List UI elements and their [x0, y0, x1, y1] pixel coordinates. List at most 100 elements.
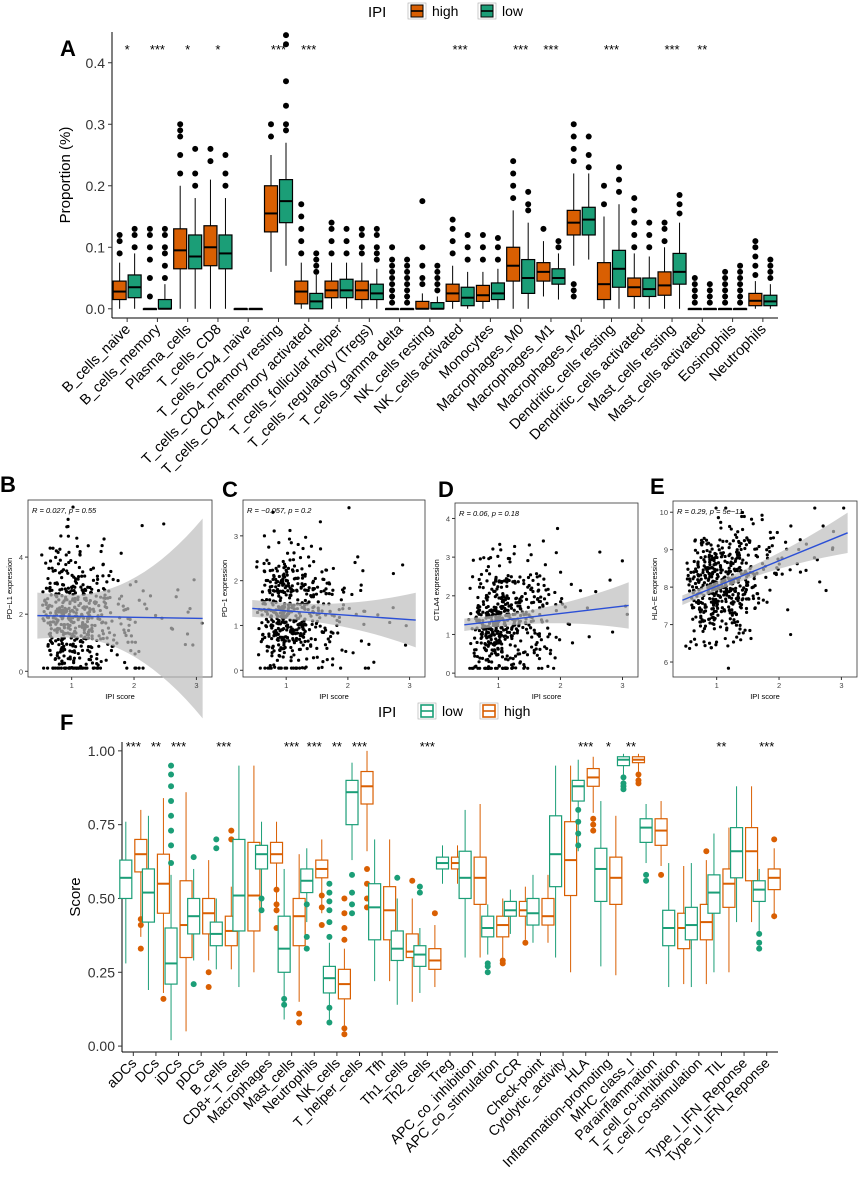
data-point	[473, 648, 477, 652]
box-high	[428, 948, 442, 970]
data-point	[111, 577, 115, 582]
outlier-high	[177, 170, 184, 177]
data-point	[526, 585, 530, 589]
data-point	[494, 608, 498, 612]
data-point	[78, 553, 82, 557]
data-point	[688, 646, 692, 651]
outlier-low	[222, 182, 229, 189]
data-point	[294, 636, 299, 641]
data-point	[310, 622, 314, 627]
data-point	[726, 644, 730, 648]
data-point	[480, 656, 485, 660]
data-point	[57, 662, 61, 666]
data-point	[66, 657, 70, 661]
data-point	[754, 553, 758, 558]
data-point	[55, 653, 59, 658]
data-point	[58, 558, 62, 562]
data-point	[81, 589, 85, 594]
data-point	[770, 544, 774, 548]
data-point	[81, 583, 85, 587]
data-point	[83, 574, 87, 578]
data-point	[67, 550, 71, 555]
data-point	[788, 568, 792, 572]
data-point	[765, 600, 769, 604]
outlier-high	[389, 275, 396, 282]
data-point	[391, 571, 395, 576]
data-point	[267, 645, 271, 649]
data-point	[80, 648, 85, 653]
data-point	[277, 574, 281, 579]
outlier-low	[404, 262, 411, 269]
data-point	[506, 608, 510, 612]
box-high	[767, 868, 781, 891]
data-point	[490, 652, 494, 656]
outlier-low	[737, 281, 744, 288]
data-point	[66, 524, 70, 529]
data-point	[485, 630, 489, 634]
data-point	[728, 542, 732, 546]
data-point	[713, 616, 717, 621]
outlier-low	[168, 798, 175, 805]
data-point	[522, 663, 526, 667]
data-point	[297, 647, 302, 652]
significance-mark: ***	[284, 739, 299, 754]
data-point	[783, 540, 788, 544]
data-point	[746, 597, 750, 601]
data-point	[740, 514, 744, 519]
data-point	[303, 574, 307, 578]
data-point	[99, 549, 103, 554]
outlier-low	[484, 963, 491, 970]
data-point	[290, 584, 294, 588]
y-tick-label: 0.25	[88, 964, 115, 980]
data-point	[731, 600, 735, 604]
data-point	[59, 534, 63, 538]
data-point	[523, 591, 527, 596]
data-point	[313, 637, 317, 642]
outlier-high	[752, 244, 759, 251]
data-point	[546, 626, 550, 630]
data-point	[75, 544, 80, 549]
data-point	[58, 547, 62, 551]
data-point	[813, 506, 817, 510]
outlier-high	[510, 195, 517, 202]
data-point	[477, 612, 481, 616]
outlier-low	[326, 933, 333, 940]
data-point	[88, 585, 92, 590]
data-point	[485, 610, 490, 614]
data-point	[522, 582, 526, 586]
data-point	[546, 664, 550, 668]
data-point	[789, 632, 793, 637]
data-point	[309, 644, 313, 648]
data-point	[288, 558, 292, 562]
data-point	[270, 654, 274, 658]
data-point	[724, 506, 728, 510]
data-point	[54, 639, 58, 643]
data-point	[91, 566, 96, 570]
outlier-high	[631, 231, 638, 238]
data-point	[725, 539, 729, 543]
significance-mark: *	[215, 42, 220, 57]
data-point	[702, 581, 707, 585]
box-low	[642, 277, 657, 298]
data-point	[55, 666, 59, 670]
data-point	[84, 662, 88, 666]
data-point	[81, 570, 85, 574]
y-tick-label: 7	[664, 621, 668, 630]
outlier-low	[416, 883, 423, 890]
data-point	[549, 648, 553, 652]
data-point	[727, 594, 731, 599]
x-tick-label: 1	[715, 681, 719, 690]
data-point	[545, 601, 549, 605]
significance-mark: ***	[271, 42, 286, 57]
data-point	[282, 626, 286, 631]
data-point	[733, 620, 737, 624]
outlier-low	[494, 244, 501, 251]
outlier-low	[326, 889, 333, 896]
data-point	[482, 602, 486, 607]
data-point	[741, 597, 745, 601]
data-point	[109, 569, 113, 574]
data-point	[728, 617, 732, 621]
data-point	[496, 602, 500, 606]
outlier-high	[691, 287, 698, 294]
data-point	[269, 623, 274, 627]
